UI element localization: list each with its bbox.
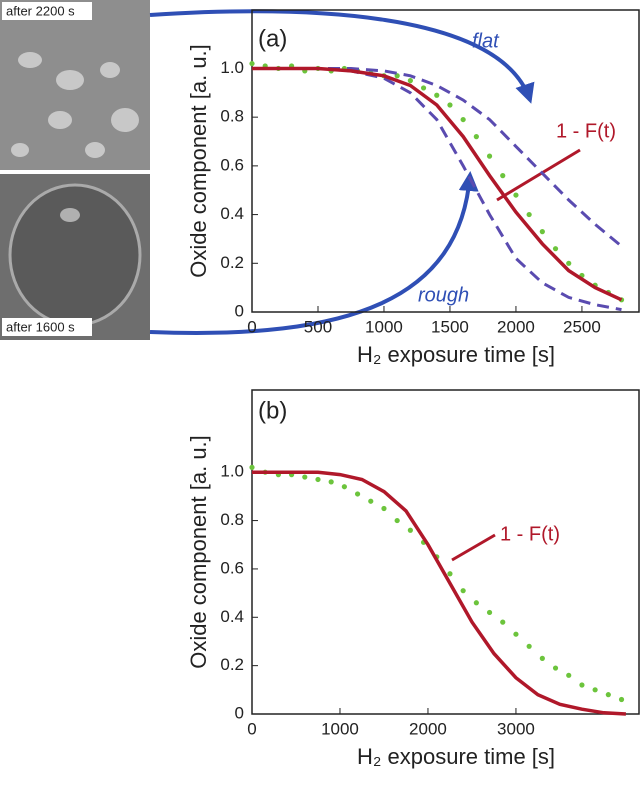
y-tick-label: 0.6 [220,155,244,174]
y-tick-label: 0.4 [220,607,244,626]
data-point [249,464,255,470]
leader-line [496,148,581,202]
image-label: after 2200 s [6,3,75,18]
annotation: 1 - F(t) [500,523,560,545]
data-point [526,211,532,218]
y-tick-label: 0.6 [220,558,244,577]
leader-line [451,533,496,562]
x-tick-label: 2500 [563,317,601,336]
data-point [526,643,532,649]
panel-label: (b) [258,397,287,424]
data-point [500,619,506,625]
data-point [486,609,493,616]
arrow [149,9,535,104]
data-point [407,527,413,533]
data-point [552,665,559,671]
data-point [420,85,427,91]
micrograph-top: after 2200 s [0,0,150,170]
y-tick-label: 0 [235,301,244,320]
y-tick-label: 1.0 [220,462,244,481]
data-point [381,505,387,512]
micrograph-bottom: after 1600 s [0,174,150,340]
plot-frame [251,389,640,715]
x-tick-label: 3000 [497,719,535,738]
x-tick-label: 2000 [497,317,535,336]
x-tick-label: 500 [304,317,332,336]
data-point [249,60,255,67]
arrow [149,171,479,335]
data-point [328,479,334,485]
y-tick-label: 0.2 [220,655,244,674]
data-point [460,588,466,594]
annotation: 1 - F(t) [556,120,616,142]
data-point [486,153,493,159]
x-tick-label: 2000 [409,719,447,738]
panel-label: (a) [258,25,287,52]
dashed-curve [252,67,622,312]
data-point [539,655,545,661]
data-point [579,682,585,688]
data-point [354,491,361,497]
data-point [539,229,545,235]
y-axis-title: Oxide component [a. u.] [186,435,211,669]
y-tick-label: 0.8 [220,107,244,126]
annotation: flat [472,30,500,52]
x-axis-title: H₂ exposure time [s] [357,744,555,769]
y-tick-label: 0 [235,703,244,722]
data-point [315,476,321,483]
data-point [618,696,625,703]
data-point [513,631,519,637]
data-point [566,260,572,266]
y-tick-label: 1.0 [220,58,244,77]
fit-curve [252,66,623,302]
data-point [592,687,598,693]
data-point [407,78,413,84]
plot-frame [251,9,640,313]
x-tick-label: 1000 [321,719,359,738]
y-tick-label: 0.4 [220,204,244,223]
y-axis-title: Oxide component [a. u.] [186,44,211,278]
data-point [513,192,519,198]
x-tick-label: 1500 [431,317,469,336]
x-tick-label: 0 [247,719,256,738]
data-point [605,692,611,698]
y-tick-label: 0.2 [220,253,244,272]
x-tick-label: 1000 [365,317,403,336]
data-point [500,173,506,179]
data-point [473,134,479,140]
y-tick-label: 0.8 [220,510,244,529]
data-point [460,116,466,123]
data-point [302,474,308,480]
data-point [368,498,374,504]
data-point [447,102,453,108]
fit-curve [252,470,626,716]
x-axis-title: H₂ exposure time [s] [357,342,555,367]
annotation: rough [418,284,469,306]
data-point [473,600,479,606]
data-point [341,484,347,490]
image-label: after 1600 s [6,319,75,334]
data-point [394,517,400,524]
data-point [552,246,559,252]
data-point [566,672,572,678]
x-tick-label: 0 [247,317,256,336]
data-point [447,571,453,577]
data-point [434,92,440,98]
